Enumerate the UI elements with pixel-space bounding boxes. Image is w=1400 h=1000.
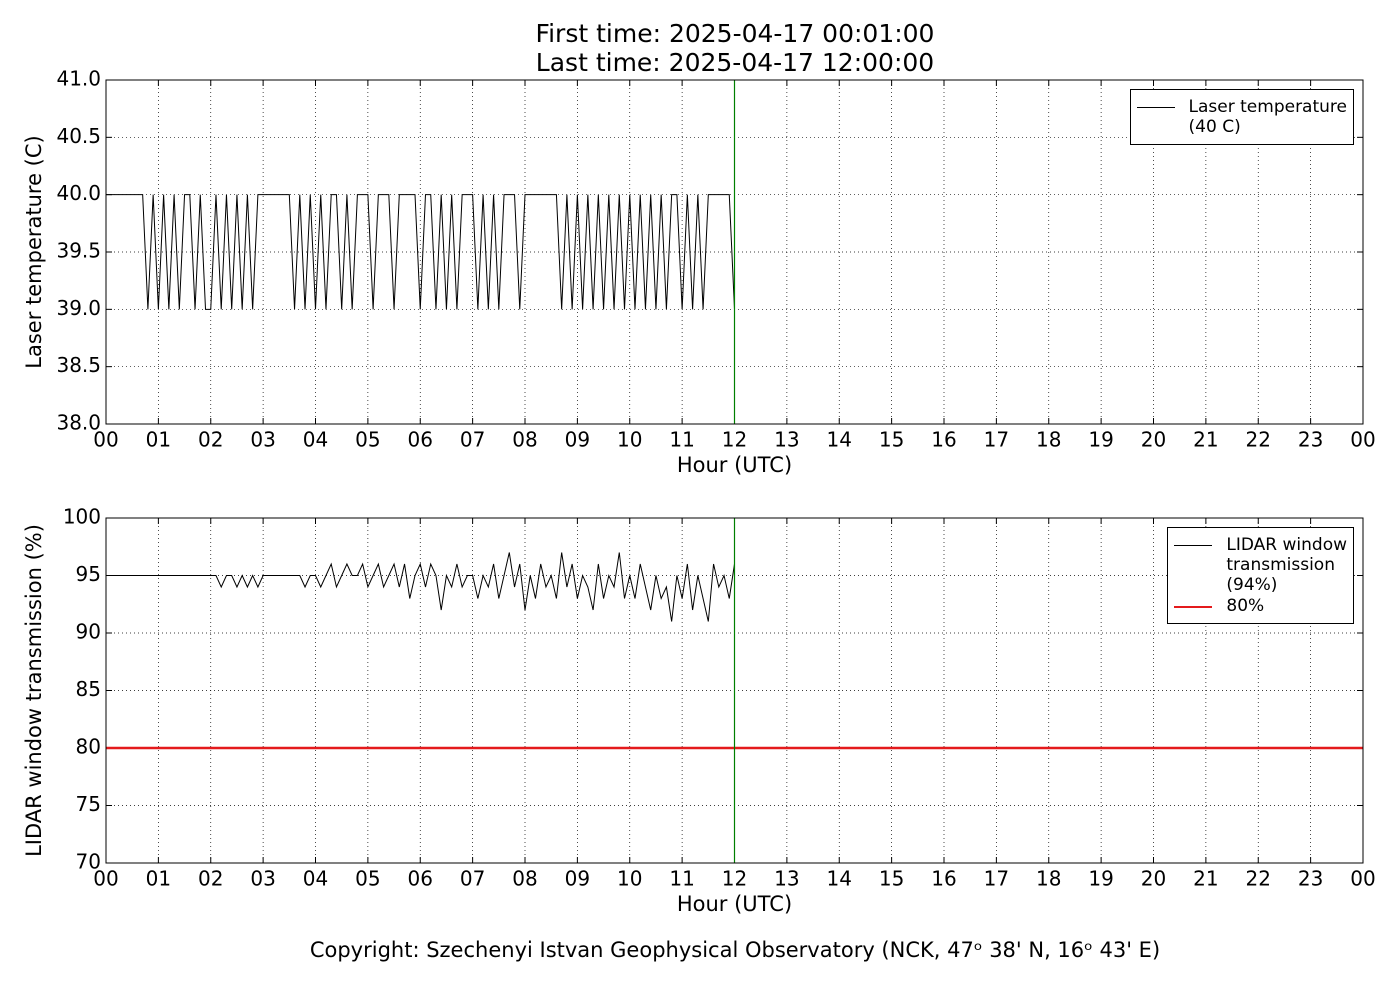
x-tick-label: 05 <box>355 428 380 452</box>
x-tick-label: 10 <box>617 867 642 891</box>
y-tick-label: 40.0 <box>56 181 101 205</box>
y-tick-label: 39.0 <box>56 296 101 320</box>
x-tick-label: 16 <box>931 867 956 891</box>
y-tick-label: 95 <box>76 562 101 586</box>
x-tick-label: 18 <box>1036 867 1061 891</box>
x-tick-label: 15 <box>879 867 904 891</box>
x-tick-label: 02 <box>198 428 223 452</box>
axes-frame <box>105 517 1364 864</box>
x-tick-label: 16 <box>931 428 956 452</box>
x-tick-label: 15 <box>879 428 904 452</box>
x-tick-label: 14 <box>827 428 852 452</box>
x-tick-label: 00 <box>1350 867 1375 891</box>
x-tick-label: 22 <box>1246 867 1271 891</box>
legend-swatch <box>1136 107 1175 108</box>
x-tick-label: 22 <box>1246 428 1271 452</box>
x-tick-label: 09 <box>565 428 590 452</box>
x-tick-label: 13 <box>774 428 799 452</box>
y-tick-label: 38.0 <box>56 411 101 435</box>
y-tick-label: 38.5 <box>56 353 101 377</box>
x-tick-label: 00 <box>93 867 118 891</box>
legend-label: LIDAR window transmission (94%) <box>1226 535 1347 595</box>
legend-entry: 80% <box>1174 596 1347 616</box>
x-tick-label: 17 <box>984 428 1009 452</box>
x-tick-label: 00 <box>1350 428 1375 452</box>
x-tick-label: 20 <box>1141 867 1166 891</box>
y-tick-label: 39.5 <box>56 239 101 263</box>
x-tick-label: 09 <box>565 867 590 891</box>
x-tick-label: 03 <box>250 428 275 452</box>
legend-label: Laser temperature (40 C) <box>1188 97 1347 137</box>
x-tick-label: 07 <box>460 867 485 891</box>
x-tick-label: 02 <box>198 867 223 891</box>
x-tick-label: 21 <box>1193 428 1218 452</box>
x-tick-label: 01 <box>146 867 171 891</box>
x-tick-label: 12 <box>722 867 747 891</box>
axes-frame <box>105 79 1364 425</box>
x-tick-label: 17 <box>984 867 1009 891</box>
x-tick-label: 05 <box>355 867 380 891</box>
x-tick-label: 07 <box>460 428 485 452</box>
legend-label: 80% <box>1226 596 1265 616</box>
copyright: Copyright: Szechenyi Istvan Geophysical … <box>310 938 1160 962</box>
series-line <box>106 552 735 622</box>
y-axis-label: LIDAR window transmission (%) <box>22 524 46 857</box>
legend-swatch <box>1174 606 1213 608</box>
y-tick-label: 80 <box>76 735 101 759</box>
x-axis-label: Hour (UTC) <box>677 453 792 477</box>
x-tick-label: 04 <box>303 428 328 452</box>
x-axis-label: Hour (UTC) <box>677 892 792 916</box>
series-line <box>106 194 735 310</box>
legend-entry: Laser temperature (40 C) <box>1136 97 1347 137</box>
x-tick-label: 12 <box>722 428 747 452</box>
x-tick-label: 21 <box>1193 867 1218 891</box>
x-tick-label: 11 <box>669 867 694 891</box>
x-tick-label: 18 <box>1036 428 1061 452</box>
x-tick-label: 19 <box>1088 867 1113 891</box>
x-tick-label: 10 <box>617 428 642 452</box>
x-tick-label: 14 <box>827 867 852 891</box>
x-tick-label: 23 <box>1298 428 1323 452</box>
x-tick-label: 13 <box>774 867 799 891</box>
legend-swatch <box>1174 545 1213 546</box>
y-tick-label: 40.5 <box>56 124 101 148</box>
y-tick-label: 70 <box>76 850 101 874</box>
y-tick-label: 75 <box>76 792 101 816</box>
y-tick-label: 100 <box>63 505 101 529</box>
title-first: First time: 2025-04-17 00:01:00 <box>536 19 935 48</box>
x-tick-label: 19 <box>1088 428 1113 452</box>
x-tick-label: 04 <box>303 867 328 891</box>
legend: Laser temperature (40 C) <box>1129 89 1354 145</box>
x-tick-label: 01 <box>146 428 171 452</box>
x-tick-label: 08 <box>512 428 537 452</box>
x-tick-label: 20 <box>1141 428 1166 452</box>
title-last: Last time: 2025-04-17 12:00:00 <box>536 48 934 77</box>
x-tick-label: 00 <box>93 428 118 452</box>
y-tick-label: 90 <box>76 620 101 644</box>
x-tick-label: 11 <box>669 428 694 452</box>
y-axis-label: Laser temperature (C) <box>22 135 46 368</box>
y-tick-label: 85 <box>76 677 101 701</box>
x-tick-label: 06 <box>408 428 433 452</box>
legend: LIDAR window transmission (94%) 80% <box>1167 527 1354 624</box>
x-tick-label: 06 <box>408 867 433 891</box>
y-tick-label: 41.0 <box>56 67 101 91</box>
x-tick-label: 23 <box>1298 867 1323 891</box>
legend-entry: LIDAR window transmission (94%) <box>1174 535 1347 595</box>
x-tick-label: 08 <box>512 867 537 891</box>
x-tick-label: 03 <box>250 867 275 891</box>
